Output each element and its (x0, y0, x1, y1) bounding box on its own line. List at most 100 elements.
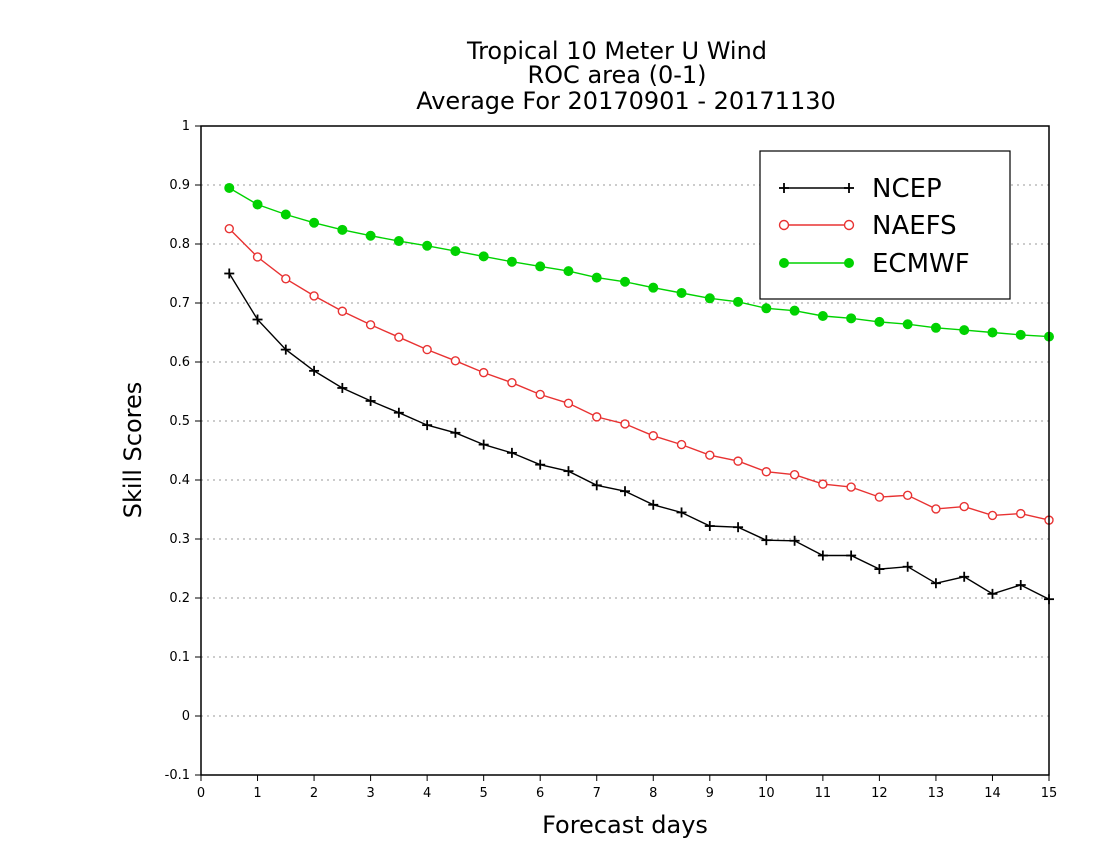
data-point (478, 439, 489, 450)
series-ecmwf (224, 182, 1054, 342)
x-tick-label: 1 (253, 786, 261, 801)
series-ncep (224, 268, 1054, 605)
data-point (902, 561, 913, 572)
x-tick-label: 7 (593, 786, 601, 801)
data-point (506, 447, 517, 458)
data-point (843, 219, 855, 231)
legend: NCEP NAEFS ECMWF (759, 150, 1011, 300)
data-point (224, 223, 234, 234)
legend-label: NCEP (872, 174, 942, 204)
data-point (844, 183, 854, 193)
data-point (704, 521, 715, 532)
x-tick-label: 9 (706, 786, 714, 801)
data-point (563, 266, 574, 277)
data-point (1016, 508, 1026, 519)
data-point (450, 246, 461, 257)
data-point (563, 466, 574, 477)
data-point (705, 450, 715, 460)
data-point (761, 303, 772, 314)
data-point (280, 209, 291, 220)
data-point (846, 313, 857, 324)
chart-title-line-1: Tropical 10 Meter U Wind (466, 37, 767, 65)
data-point (789, 535, 800, 546)
data-point (224, 182, 235, 193)
data-point (478, 251, 489, 262)
x-tick-label: 5 (480, 786, 488, 801)
x-tick-label: 2 (310, 786, 318, 801)
series-naefs (224, 223, 1054, 525)
x-tick-label: 10 (758, 786, 775, 801)
data-point (987, 510, 998, 521)
data-point (1015, 329, 1026, 340)
data-point (337, 382, 348, 393)
data-point (506, 256, 517, 267)
x-tick-label: 13 (928, 786, 945, 801)
data-point (846, 482, 856, 492)
data-point (874, 492, 885, 502)
x-tick-label: 8 (649, 786, 657, 801)
y-tick-label: 0.3 (169, 532, 190, 547)
data-point (789, 305, 800, 316)
data-point (987, 588, 998, 599)
data-point (393, 407, 404, 418)
data-point (902, 490, 913, 501)
data-point (365, 230, 376, 241)
data-point (309, 217, 320, 228)
axes: -0.100.10.20.30.40.50.60.70.80.910 1 2 3 4 5 6… (165, 119, 1058, 801)
y-tick-label: 0.7 (169, 296, 190, 311)
y-tick-label: 0.9 (169, 178, 190, 193)
series-line (228, 228, 1050, 521)
x-tick-label: 3 (366, 786, 374, 801)
data-point (620, 486, 630, 497)
data-point (535, 389, 545, 400)
data-point (422, 240, 433, 251)
y-tick-label: 0 (182, 709, 190, 724)
chart-title-line-3: Average For 20170901 - 20171130 (416, 87, 836, 115)
data-point (422, 420, 433, 431)
data-point (789, 469, 800, 480)
data-point (280, 344, 291, 355)
data-point (648, 282, 659, 293)
data-point (874, 564, 885, 575)
x-tick-label: 6 (536, 786, 544, 801)
data-point (817, 310, 828, 321)
data-point (779, 183, 789, 193)
data-point (422, 344, 432, 355)
data-point (592, 412, 602, 422)
x-tick-label: 4 (423, 786, 431, 801)
data-point (224, 268, 235, 279)
data-point (902, 319, 913, 330)
data-point (620, 419, 630, 429)
data-point (450, 427, 461, 438)
data-point (591, 480, 602, 491)
data-point (507, 377, 517, 388)
data-point (959, 501, 969, 512)
data-point (337, 306, 348, 316)
x-tick-label: 15 (1041, 786, 1058, 801)
data-point (987, 327, 998, 338)
data-point (761, 535, 772, 546)
data-point (818, 479, 828, 489)
data-point (676, 507, 687, 518)
data-point (778, 219, 790, 231)
data-point (450, 356, 461, 366)
data-point (959, 571, 970, 582)
plot-frame (200, 125, 1050, 776)
y-tick-label: 0.1 (169, 650, 190, 665)
x-tick-label: 12 (871, 786, 888, 801)
data-point (676, 439, 687, 450)
data-point (930, 578, 941, 589)
data-point (535, 261, 546, 272)
data-point (365, 395, 376, 406)
series-layer (224, 182, 1054, 605)
data-point (930, 322, 941, 333)
data-point (1015, 580, 1026, 591)
data-point (733, 522, 744, 533)
data-point (779, 258, 789, 268)
x-tick-label: 14 (984, 786, 1001, 801)
data-point (535, 459, 546, 470)
x-tick-label: 11 (815, 786, 832, 801)
data-point (252, 199, 263, 210)
